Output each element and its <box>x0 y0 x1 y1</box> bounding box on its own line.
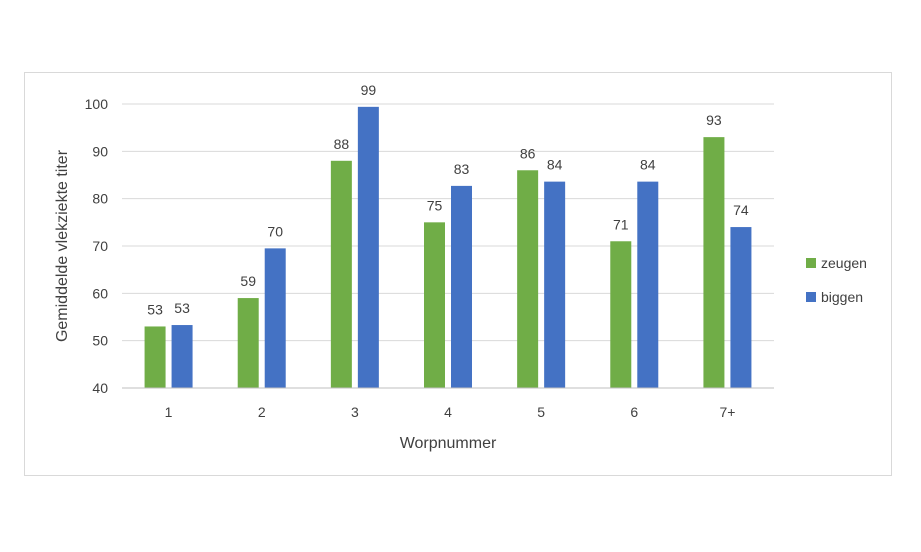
legend-swatch-biggen <box>806 292 816 302</box>
data-label-biggen: 74 <box>733 202 749 218</box>
data-label-biggen: 84 <box>547 157 563 173</box>
data-label-zeugen: 88 <box>334 136 350 152</box>
y-tick-label: 100 <box>85 96 109 112</box>
bar-zeugen <box>424 222 445 388</box>
y-tick-label: 60 <box>92 285 108 301</box>
x-axis-ticks: 1 2 3 4 5 6 7+ <box>165 404 736 420</box>
legend-swatch-zeugen <box>806 258 816 268</box>
bar-biggen <box>730 227 752 388</box>
bar-biggen <box>357 106 379 388</box>
bar-biggen <box>171 325 193 388</box>
bars <box>144 106 752 388</box>
y-tick-label: 40 <box>92 380 108 396</box>
data-label-zeugen: 86 <box>520 145 536 161</box>
x-tick-label: 4 <box>444 404 452 420</box>
y-axis-title: Gemiddelde vlekziekte titer <box>54 149 71 342</box>
x-tick-label: 1 <box>165 404 173 420</box>
bar-biggen <box>264 248 286 388</box>
y-tick-label: 70 <box>92 238 108 254</box>
data-label-zeugen: 93 <box>706 112 722 128</box>
bar-biggen <box>544 181 566 388</box>
data-labels: 53 53 59 70 88 99 75 83 86 84 71 84 93 74 <box>147 82 749 318</box>
bar-zeugen <box>330 160 352 388</box>
y-axis-ticks: 40 50 60 70 80 90 100 <box>85 96 109 396</box>
data-label-biggen: 70 <box>267 223 283 239</box>
x-tick-label: 3 <box>351 404 359 420</box>
bar-zeugen <box>610 241 632 388</box>
data-label-biggen: 84 <box>640 157 656 173</box>
bar-zeugen <box>517 170 539 388</box>
data-label-biggen: 53 <box>174 300 190 316</box>
gridlines <box>122 103 774 342</box>
data-label-zeugen: 71 <box>613 216 629 232</box>
x-axis-title: Worpnummer <box>400 435 497 452</box>
data-label-zeugen: 59 <box>240 273 256 289</box>
legend: zeugen biggen <box>806 255 867 305</box>
bar-biggen <box>451 185 472 388</box>
x-tick-label: 6 <box>630 404 638 420</box>
data-label-zeugen: 75 <box>427 197 443 213</box>
bar-zeugen <box>144 326 166 388</box>
x-tick-label: 2 <box>258 404 266 420</box>
bar-zeugen <box>703 137 725 388</box>
bar-biggen <box>637 181 659 388</box>
legend-label-biggen: biggen <box>821 289 863 305</box>
y-tick-label: 50 <box>92 333 108 349</box>
x-tick-label: 7+ <box>719 404 735 420</box>
x-tick-label: 5 <box>537 404 545 420</box>
data-label-zeugen: 53 <box>147 301 163 317</box>
y-tick-label: 80 <box>92 191 108 207</box>
data-label-biggen: 99 <box>361 82 377 98</box>
y-tick-label: 90 <box>92 143 108 159</box>
legend-label-zeugen: zeugen <box>821 255 867 271</box>
data-label-biggen: 83 <box>454 161 470 177</box>
bar-zeugen <box>237 298 259 388</box>
